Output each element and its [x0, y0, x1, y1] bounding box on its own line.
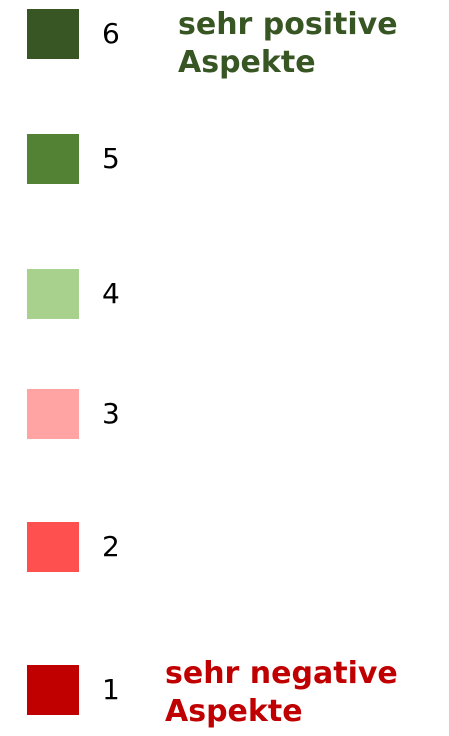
note-text: Aspekte — [165, 694, 303, 729]
note-text: Aspekte — [178, 45, 316, 80]
legend-label: 5 — [102, 142, 120, 175]
legend-label: 6 — [102, 17, 120, 50]
legend-swatch — [27, 9, 79, 59]
legend-swatch — [27, 522, 79, 572]
legend-swatch — [27, 134, 79, 184]
legend-label: 2 — [102, 530, 120, 563]
legend-swatch — [27, 269, 79, 319]
note-text: sehr negative — [165, 656, 398, 691]
legend-label: 1 — [102, 673, 120, 706]
note-text: sehr positive — [178, 7, 398, 42]
legend-swatch — [27, 665, 79, 715]
legend-label: 3 — [102, 397, 120, 430]
legend-label: 4 — [102, 277, 120, 310]
legend-swatch — [27, 389, 79, 439]
